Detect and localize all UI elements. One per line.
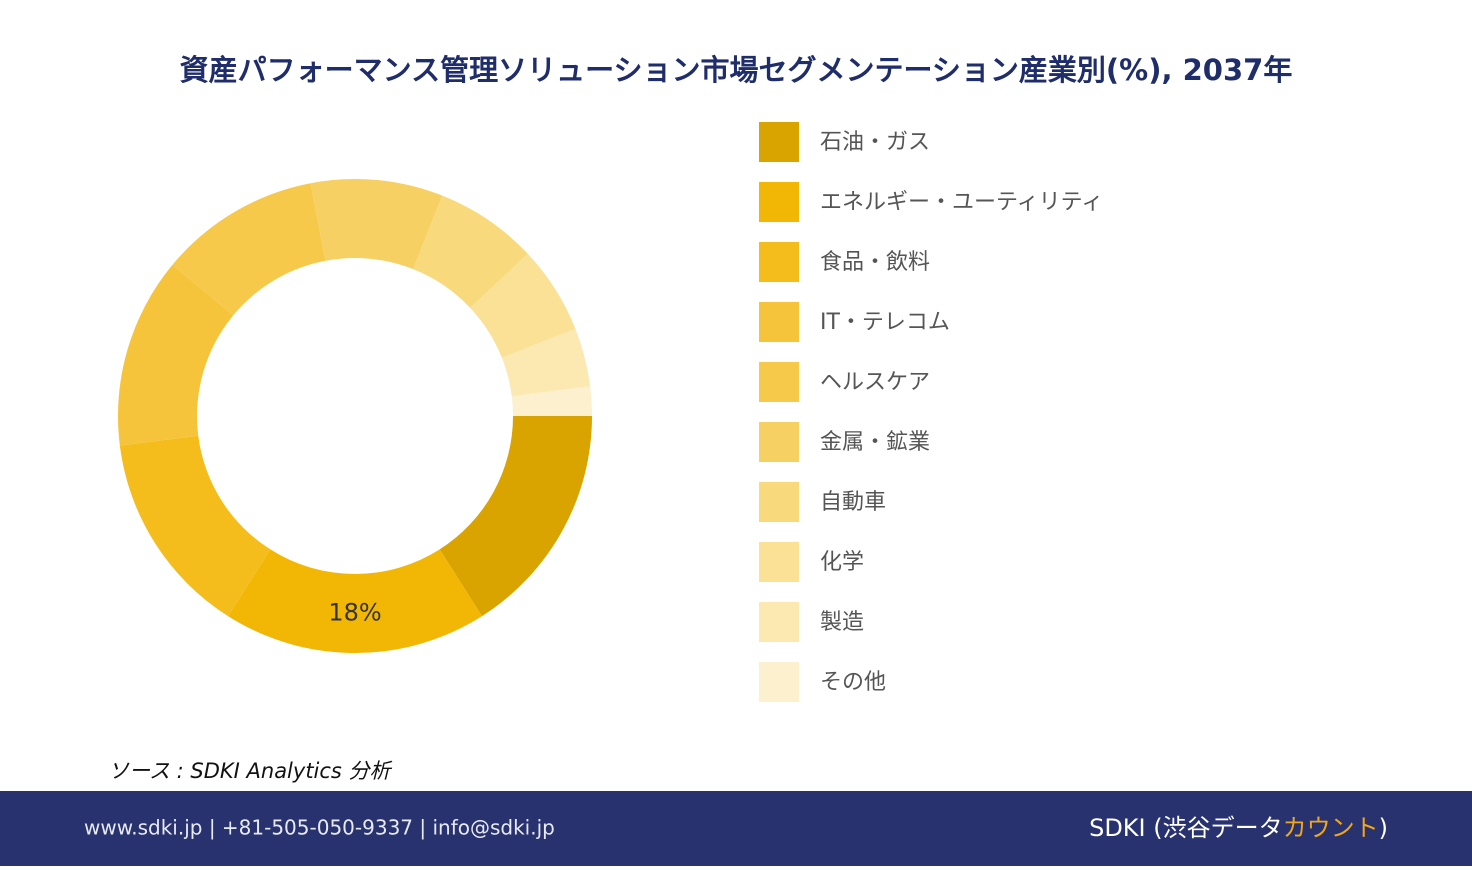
slice [119,435,271,617]
source: ソース : SDKI Analytics 分析 [108,759,393,783]
brand-prefix: SDKI (渋谷データ [1089,814,1283,842]
slice [439,416,592,617]
legend-label: 金属・鉱業 [820,430,930,455]
slice [228,549,482,653]
slice [117,264,234,446]
legend-label: エネルギー・ユーティリティ [820,190,1103,215]
legend-label: IT・テレコム [820,310,950,335]
legend-swatch [759,182,799,222]
legend-label: 化学 [820,550,864,575]
legend-swatch [759,302,799,342]
legend-swatch [759,602,799,642]
value-label: 18% [328,599,381,627]
legend-label: その他 [820,670,886,695]
footer-bar [0,791,1472,866]
legend-swatch [759,362,799,402]
chart-title: 資産パフォーマンス管理ソリューション市場セグメンテーション産業別(%), 203… [180,53,1293,87]
legend-label: 製造 [820,610,864,635]
legend-swatch [759,122,799,162]
legend-swatch [759,542,799,582]
slice [172,183,326,316]
slice [310,179,443,270]
legend-swatch [759,482,799,522]
legend-label: 食品・飲料 [820,250,930,275]
legend-label: ヘルスケア [820,370,930,395]
slice [470,253,576,358]
slice [501,328,591,397]
legend-label: 自動車 [820,490,886,515]
brand-highlight: カウント [1283,814,1379,842]
slice [413,195,528,308]
legend-swatch [759,422,799,462]
brand: SDKI (渋谷データカウント) [1089,814,1388,842]
slice [511,386,592,416]
brand-suffix: ) [1379,814,1388,842]
contact: www.sdki.jp | +81-505-050-9337 | info@sd… [84,816,555,840]
legend-label: 石油・ガス [820,130,930,155]
legend-swatch [759,662,799,702]
legend-swatch [759,242,799,282]
